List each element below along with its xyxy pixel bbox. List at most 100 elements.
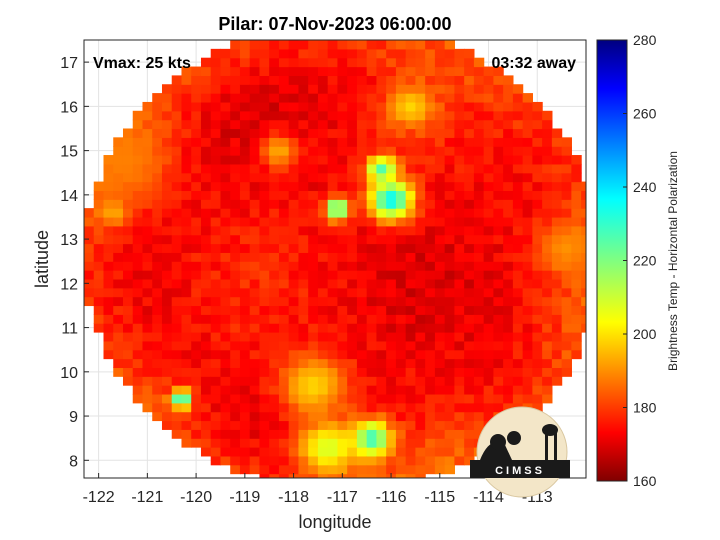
tb-cell bbox=[522, 128, 533, 138]
tb-cell bbox=[308, 155, 319, 165]
tb-cell bbox=[444, 190, 456, 200]
tb-cell bbox=[493, 84, 504, 94]
tb-cell bbox=[376, 367, 387, 377]
tb-cell bbox=[181, 216, 192, 227]
tb-cell bbox=[405, 93, 417, 103]
tb-cell bbox=[444, 137, 456, 147]
tb-cell bbox=[434, 332, 446, 342]
tb-cell bbox=[483, 225, 494, 236]
tb-cell bbox=[503, 314, 514, 324]
tb-cell bbox=[493, 270, 504, 280]
tb-cell bbox=[376, 305, 387, 315]
tb-cell bbox=[425, 110, 436, 121]
tb-cell bbox=[464, 287, 475, 298]
tb-cell bbox=[132, 208, 144, 218]
tb-cell bbox=[327, 128, 339, 138]
tb-cell bbox=[473, 296, 485, 307]
tb-cell bbox=[454, 411, 465, 422]
tb-cell bbox=[152, 208, 163, 218]
tb-cell bbox=[473, 234, 485, 245]
tb-cell bbox=[191, 75, 202, 85]
tb-cell bbox=[191, 225, 202, 236]
tb-cell bbox=[171, 155, 183, 165]
tb-cell bbox=[542, 155, 553, 165]
tb-cell bbox=[220, 137, 231, 147]
tb-cell bbox=[113, 323, 124, 333]
tb-cell bbox=[249, 332, 261, 342]
tb-cell bbox=[220, 101, 231, 112]
tb-cell bbox=[93, 199, 105, 209]
tb-cell bbox=[415, 429, 426, 439]
tb-cell bbox=[142, 393, 153, 404]
tb-cell bbox=[142, 181, 153, 192]
tb-cell bbox=[356, 155, 368, 165]
tb-cell bbox=[132, 278, 144, 289]
tb-cell bbox=[483, 278, 494, 289]
tb-cell bbox=[298, 190, 309, 200]
tb-cell bbox=[337, 420, 348, 430]
tb-cell bbox=[561, 146, 572, 156]
tb-cell bbox=[551, 287, 563, 298]
tb-cell bbox=[298, 75, 309, 85]
tb-cell bbox=[103, 305, 114, 315]
tb-cell bbox=[434, 75, 446, 85]
tb-cell bbox=[356, 66, 368, 76]
tb-cell bbox=[464, 137, 475, 147]
tb-cell bbox=[347, 199, 358, 209]
tb-cell bbox=[191, 261, 202, 271]
tb-cell bbox=[415, 181, 426, 192]
tb-cell bbox=[522, 110, 533, 121]
tb-cell bbox=[288, 93, 300, 103]
tb-cell bbox=[415, 323, 426, 333]
tb-cell bbox=[93, 296, 105, 307]
tb-cell bbox=[532, 385, 543, 395]
tb-cell bbox=[434, 225, 446, 236]
tb-cell bbox=[395, 305, 407, 315]
tb-cell bbox=[298, 420, 309, 430]
tb-cell bbox=[132, 358, 144, 368]
tb-cell bbox=[113, 340, 124, 351]
tb-cell bbox=[249, 128, 261, 138]
tb-cell bbox=[454, 305, 465, 315]
tb-cell bbox=[132, 376, 144, 386]
tb-cell bbox=[327, 393, 339, 404]
tb-cell bbox=[366, 93, 378, 103]
tb-cell bbox=[376, 57, 387, 68]
tb-cell bbox=[161, 411, 173, 422]
tb-cell bbox=[386, 172, 397, 183]
tb-cell bbox=[230, 358, 241, 368]
tb-cell bbox=[317, 110, 329, 121]
tb-cell bbox=[356, 367, 368, 377]
tb-cell bbox=[464, 367, 475, 377]
tb-cell bbox=[347, 367, 358, 377]
tb-cell bbox=[454, 216, 465, 227]
tb-cell bbox=[132, 296, 144, 307]
tb-cell bbox=[152, 119, 163, 130]
tb-cell bbox=[532, 393, 543, 404]
tb-cell bbox=[84, 270, 95, 280]
tb-cell bbox=[425, 287, 436, 298]
tb-cell bbox=[561, 225, 572, 236]
tb-cell bbox=[464, 252, 475, 262]
tb-cell bbox=[347, 278, 358, 289]
tb-cell bbox=[152, 137, 163, 147]
tb-cell bbox=[132, 287, 144, 298]
tb-cell bbox=[425, 137, 436, 147]
tb-cell bbox=[152, 101, 163, 112]
tb-cell bbox=[386, 101, 397, 112]
tb-cell bbox=[337, 314, 348, 324]
tb-cell bbox=[191, 349, 202, 360]
tb-cell bbox=[473, 340, 485, 351]
tb-cell bbox=[395, 208, 407, 218]
tb-cell bbox=[581, 314, 586, 324]
tb-cell bbox=[327, 438, 339, 448]
tb-cell bbox=[210, 349, 222, 360]
tb-cell bbox=[249, 402, 261, 413]
tb-cell bbox=[269, 101, 280, 112]
tb-cell bbox=[542, 225, 553, 236]
tb-cell bbox=[122, 252, 134, 262]
tb-cell bbox=[210, 243, 222, 253]
x-tick-label: -114 bbox=[473, 489, 504, 506]
tb-cell bbox=[376, 208, 387, 218]
tb-cell bbox=[161, 243, 173, 253]
